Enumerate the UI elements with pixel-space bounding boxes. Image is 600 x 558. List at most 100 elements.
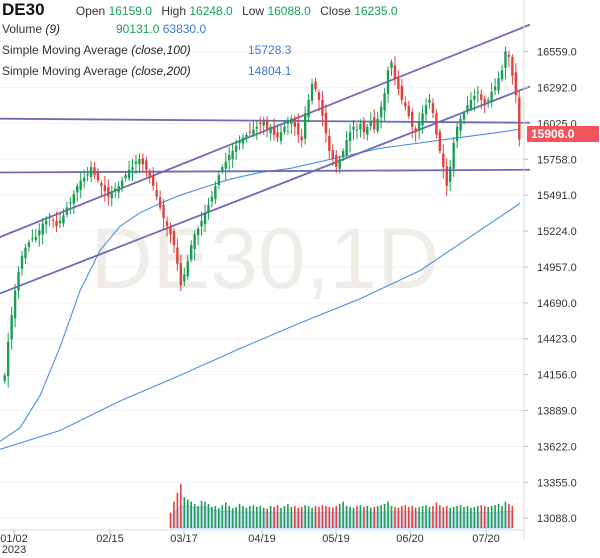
candle	[13, 283, 17, 328]
candle-body	[110, 192, 113, 199]
candle-body	[352, 126, 355, 130]
candle	[459, 114, 462, 137]
trendline	[0, 168, 531, 174]
candle-body	[362, 120, 366, 133]
candle	[162, 199, 165, 230]
candle-body	[252, 129, 255, 135]
candle-body	[310, 83, 314, 101]
candle	[307, 93, 310, 123]
candle-body	[141, 158, 145, 165]
candle	[124, 172, 127, 182]
candle	[176, 238, 179, 271]
candle	[196, 226, 200, 246]
symbol-title[interactable]: DE30	[2, 0, 45, 19]
candle-body	[155, 189, 158, 197]
candle-body	[165, 221, 169, 227]
candle-body	[300, 136, 303, 141]
candle	[65, 201, 69, 218]
candle	[352, 119, 355, 140]
candle	[58, 212, 62, 228]
candle-body	[6, 341, 10, 377]
candle-body	[397, 78, 400, 90]
candle-body	[134, 161, 138, 164]
candle	[120, 176, 124, 192]
candle-body	[227, 155, 231, 161]
candle	[155, 181, 158, 201]
candle-body	[335, 155, 338, 168]
candle	[469, 91, 473, 112]
candle-body	[82, 177, 86, 182]
candle-body	[376, 118, 379, 132]
candle-body	[373, 117, 376, 130]
candle-body	[424, 105, 428, 115]
candle	[452, 136, 455, 177]
candle-body	[203, 212, 207, 225]
candle	[72, 190, 75, 214]
x-tick-label: 07/20	[472, 533, 500, 545]
candle-body	[51, 220, 55, 222]
candle	[27, 239, 31, 252]
candle	[20, 250, 24, 276]
candle	[317, 89, 321, 112]
y-tick-label: 16025.0	[537, 118, 577, 130]
candle-body	[72, 193, 75, 204]
candle	[169, 222, 172, 244]
candle-body	[269, 126, 272, 134]
candle	[48, 213, 51, 227]
candle	[231, 143, 234, 169]
candle	[17, 266, 20, 299]
sma200-label: Simple Moving Average	[2, 64, 128, 78]
candle	[355, 123, 359, 140]
current-price-badge: 15906.0	[527, 126, 599, 142]
candlesticks	[3, 46, 521, 388]
candle-body	[435, 113, 438, 135]
candle-body	[445, 166, 448, 186]
candle-body	[3, 375, 6, 381]
candle-body	[290, 118, 293, 124]
price-axis[interactable]: 13088.0 13355.0 13622.0 13889.0 14156.0 14423…	[523, 0, 577, 540]
candle	[265, 116, 269, 138]
candle	[276, 124, 279, 143]
candle	[310, 78, 314, 105]
candle	[145, 156, 148, 177]
candle	[221, 164, 224, 174]
candle-body	[459, 118, 462, 131]
candle-body	[114, 188, 117, 192]
candle-body	[145, 160, 148, 170]
high-value: 16248.0	[189, 4, 233, 18]
candle-body	[462, 113, 466, 120]
candle-body	[490, 91, 493, 102]
candle	[438, 128, 442, 154]
candle	[183, 267, 186, 287]
candle	[51, 217, 55, 228]
candle	[324, 104, 328, 143]
candle-body	[276, 132, 279, 138]
candle	[490, 82, 493, 108]
candle	[31, 229, 34, 243]
candle-body	[241, 137, 245, 144]
candle-body	[86, 173, 89, 176]
candle	[345, 131, 348, 158]
candle-body	[511, 56, 514, 76]
legend-panel: DE30 Open 16159.0 High 16248.0 Low 16088…	[0, 0, 440, 90]
trendlines[interactable]	[0, 23, 531, 295]
candle-body	[138, 159, 141, 165]
candle-body	[431, 103, 435, 114]
candle-body	[76, 185, 79, 193]
sma200-value: 14804.1	[248, 64, 292, 78]
candle	[38, 223, 41, 247]
candle-body	[127, 169, 131, 179]
candle	[328, 128, 331, 160]
candle	[152, 167, 155, 191]
y-tick-label: 15758.0	[537, 154, 577, 166]
candle	[404, 96, 407, 111]
candle	[359, 119, 362, 138]
candle	[424, 98, 428, 122]
candle-body	[176, 247, 179, 264]
candle-body	[158, 197, 162, 208]
candle-body	[103, 185, 107, 192]
candle	[314, 77, 317, 92]
candle-body	[328, 135, 331, 151]
